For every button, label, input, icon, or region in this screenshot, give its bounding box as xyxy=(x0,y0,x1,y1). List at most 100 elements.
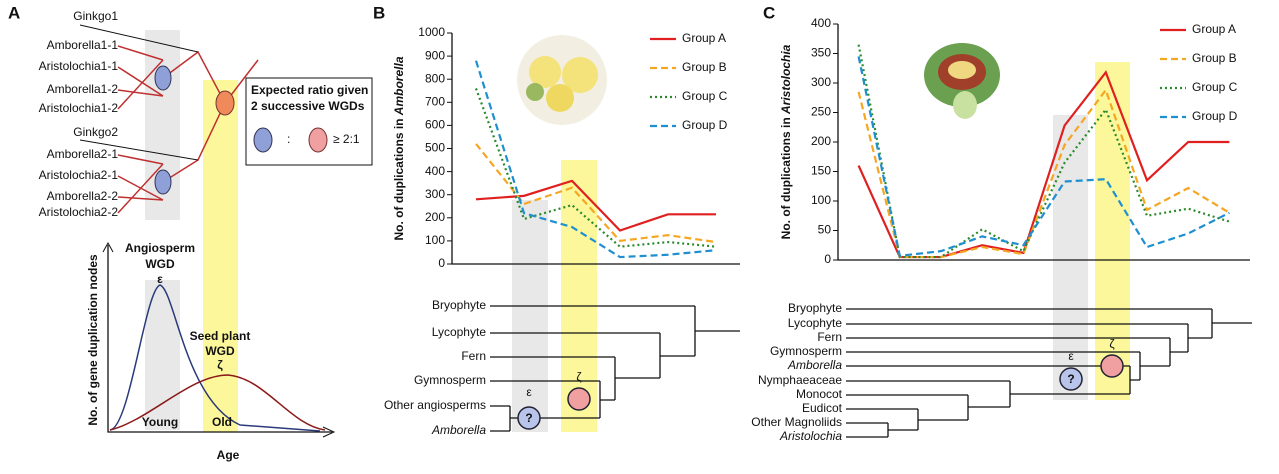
peak-symbol: ε xyxy=(157,272,163,286)
symbol xyxy=(253,127,273,153)
y-tick-label: 250 xyxy=(811,105,831,119)
y-axis-label: No. of duplications in Aristolochia xyxy=(779,44,793,239)
band xyxy=(145,280,180,430)
period-label: Old xyxy=(212,415,232,429)
y-tick-label: 800 xyxy=(425,71,445,85)
box-title: 2 successive WGDs xyxy=(251,99,365,113)
period-label: Young xyxy=(142,415,178,429)
species-tree xyxy=(846,308,1252,438)
band xyxy=(561,160,597,432)
leaf-label: Monocot xyxy=(796,387,843,401)
peak-label: Angiosperm xyxy=(125,241,195,255)
axis-arrow xyxy=(102,241,336,438)
y-tick-label: 50 xyxy=(818,223,832,237)
box-separator: : xyxy=(287,132,290,146)
legend-label: Group D xyxy=(682,118,728,132)
y-axis-label-part: Aristolochia xyxy=(779,44,793,115)
leaf-label: Aristolochia1-1 xyxy=(39,59,119,73)
leaf-label: Other Magnoliids xyxy=(751,415,842,429)
flower-illustration xyxy=(517,35,607,125)
event-node xyxy=(1059,367,1083,391)
y-axis-label: No. of gene duplication nodes xyxy=(86,254,100,426)
y-axis-label-part: No. of duplications in xyxy=(392,115,406,240)
density-curve xyxy=(109,374,326,431)
series-line xyxy=(474,88,717,248)
y-tick-label: 100 xyxy=(425,233,445,247)
legend-label: Group A xyxy=(682,31,726,45)
leaf-label: Ginkgo1 xyxy=(73,9,118,23)
legend-label: Group A xyxy=(1192,22,1236,36)
leaf-label: Gymnosperm xyxy=(770,344,842,358)
series-line xyxy=(857,87,1230,259)
event-node xyxy=(567,387,591,411)
panel-label: C xyxy=(763,3,775,22)
y-axis-label-part: Amborella xyxy=(392,56,406,116)
y-tick-label: 150 xyxy=(811,164,831,178)
band xyxy=(512,200,548,432)
leaf-label: Nymphaeaceae xyxy=(758,373,842,387)
leaf-label: Amborella xyxy=(787,358,842,372)
y-tick-label: 600 xyxy=(425,118,445,132)
legend-label: Group B xyxy=(1192,51,1237,65)
leaf-label: Fern xyxy=(461,349,486,363)
leaf-label: Ginkgo2 xyxy=(73,125,118,139)
leaf-label: Gymnosperm xyxy=(414,373,486,387)
y-tick-label: 200 xyxy=(425,210,445,224)
event-node xyxy=(1100,354,1124,378)
leaf-label: Aristolochia xyxy=(779,429,842,443)
event-node xyxy=(517,406,541,430)
wgd-node xyxy=(154,169,172,195)
y-tick-label: 300 xyxy=(425,187,445,201)
leaf-label: Bryophyte xyxy=(432,298,486,312)
density-curve xyxy=(109,284,321,432)
y-tick-label: 100 xyxy=(811,193,831,207)
event-mark: ? xyxy=(1067,372,1074,386)
leaf-label: Amborella1-1 xyxy=(47,38,119,52)
y-tick-label: 700 xyxy=(425,94,445,108)
leaf-label: Aristolochia1-2 xyxy=(39,101,119,115)
peak-label: WGD xyxy=(145,257,175,271)
leaf-label: Lycophyte xyxy=(432,325,487,339)
series-line xyxy=(857,70,1230,259)
leaf-label: Other angiosperms xyxy=(384,398,486,412)
plant-illustration xyxy=(924,43,1000,119)
peak-symbol: ζ xyxy=(217,358,223,372)
leaf-label: Amborella2-1 xyxy=(47,147,119,161)
species-tree xyxy=(490,305,740,432)
y-tick-label: 900 xyxy=(425,48,445,62)
box-ratio: ≥ 2:1 xyxy=(333,132,360,146)
leaf-label: Aristolochia2-2 xyxy=(39,205,119,219)
event-symbol: ε xyxy=(526,385,532,399)
axes xyxy=(107,245,332,433)
wgd-node xyxy=(215,90,235,116)
series-line xyxy=(857,44,1230,259)
panel-label: A xyxy=(8,3,20,22)
legend-label: Group C xyxy=(1192,80,1238,94)
series-line xyxy=(474,60,717,259)
event-mark: ? xyxy=(525,411,532,425)
y-axis-label: No. of duplications in Amborella xyxy=(392,56,406,240)
leaf-label: Fern xyxy=(817,330,842,344)
leaf-label: Aristolochia2-1 xyxy=(39,168,119,182)
leaf-label: Lycophyte xyxy=(788,316,843,330)
wgd-node xyxy=(154,65,172,91)
leaf-label: Amborella xyxy=(431,423,486,437)
y-axis-label-part: No. of duplications in xyxy=(779,114,793,239)
leaf-label: Eudicot xyxy=(802,401,843,415)
panel-label: B xyxy=(373,3,385,22)
leaf-labels: Ginkgo1 Amborella1-1 Aristolochia1-1 Amb… xyxy=(39,9,119,219)
legend-label: Group D xyxy=(1192,109,1238,123)
y-tick-label: 350 xyxy=(811,46,831,60)
series-line xyxy=(857,56,1230,258)
peak-label: Seed plant xyxy=(190,329,251,343)
y-tick-label: 300 xyxy=(811,75,831,89)
y-tick-label: 200 xyxy=(811,134,831,148)
box-title: Expected ratio given xyxy=(251,83,368,97)
y-tick-label: 1000 xyxy=(418,25,445,39)
series-line xyxy=(475,143,717,244)
event-symbol: ζ xyxy=(576,370,582,384)
leaf-label: Amborella2-2 xyxy=(47,189,119,203)
ginkgo-branch xyxy=(79,24,199,161)
x-axis-label: Age xyxy=(217,448,240,462)
